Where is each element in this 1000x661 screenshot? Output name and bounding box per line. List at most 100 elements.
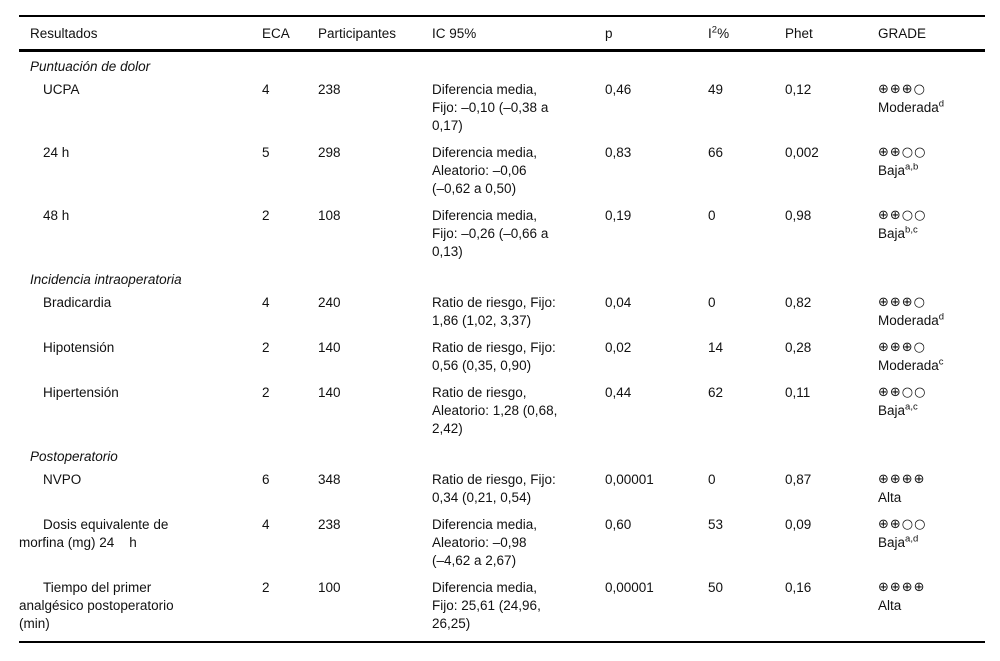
phet-cell: 0,09 [785, 517, 812, 532]
phet-cell: 0,002 [785, 145, 819, 160]
grade-footnote-superscript: a,d [905, 533, 919, 545]
i2-cell: 53 [708, 517, 724, 532]
grade-label-text: Baja [878, 403, 906, 418]
participantes-cell: 238 [318, 82, 341, 97]
header-row: Resultados ECA Participantes IC 95% p I2… [19, 16, 985, 52]
ic95-cell: Diferencia media, Aleatorio: –0,98 (–4,6… [432, 517, 538, 568]
p-cell: 0,04 [605, 295, 632, 310]
p-cell: 0,00001 [605, 472, 654, 487]
grade-footnote-superscript: a,b [905, 161, 919, 173]
section-title: Postoperatorio [30, 449, 118, 464]
outcome-cell: Dosis equivalente de morfina (mg) 24 h [19, 517, 169, 550]
participantes-cell: 348 [318, 472, 341, 487]
phet-cell: 0,98 [785, 208, 812, 223]
grade-label-text: Baja [878, 163, 906, 178]
ic95-cell: Ratio de riesgo, Fijo: 1,86 (1,02, 3,37) [432, 295, 556, 328]
participantes-cell: 100 [318, 580, 341, 595]
column-header-i2: I2% [708, 16, 785, 52]
column-header-ic95: IC 95% [432, 16, 605, 52]
grade-cell: ⊕⊕⊕○ Moderadad [878, 289, 985, 334]
grade-label: Moderadac [878, 357, 981, 375]
p-cell: 0,46 [605, 82, 632, 97]
grade-label-text: Baja [878, 226, 906, 241]
eca-cell: 4 [262, 82, 270, 97]
grade-cell: ⊕⊕⊕○ Moderadac [878, 334, 985, 379]
grade-cell: ⊕⊕○○ Bajaa,c [878, 379, 985, 442]
grade-label-text: Alta [878, 598, 902, 613]
table-row-ucpa: UCPA 4 238 Diferencia media, Fijo: –0,10… [19, 76, 985, 139]
p-cell: 0,44 [605, 385, 632, 400]
participantes-cell: 140 [318, 385, 341, 400]
section-title: Puntuación de dolor [30, 59, 151, 74]
p-cell: 0,60 [605, 517, 632, 532]
ic95-cell: Ratio de riesgo, Fijo: 0,34 (0,21, 0,54) [432, 472, 556, 505]
i2-cell: 62 [708, 385, 724, 400]
table-row-nvpo: NVPO 6 348 Ratio de riesgo, Fijo: 0,34 (… [19, 466, 985, 511]
phet-cell: 0,82 [785, 295, 812, 310]
phet-cell: 0,28 [785, 340, 812, 355]
ic95-cell: Diferencia media, Fijo: 25,61 (24,96, 26… [432, 580, 541, 631]
table-row-48h: 48 h 2 108 Diferencia media, Fijo: –0,26… [19, 202, 985, 265]
grade-cell: ⊕⊕⊕⊕ Alta [878, 574, 985, 642]
eca-cell: 5 [262, 145, 270, 160]
i2-cell: 49 [708, 82, 724, 97]
i2-cell: 0 [708, 295, 716, 310]
i2-cell: 66 [708, 145, 724, 160]
grade-label: Alta [878, 489, 981, 507]
grade-evidence-table: Resultados ECA Participantes IC 95% p I2… [19, 15, 985, 643]
outcome-cell: Hipertensión [43, 385, 119, 400]
table-row-dosis-morfina: Dosis equivalente de morfina (mg) 24 h 4… [19, 511, 985, 574]
p-cell: 0,02 [605, 340, 632, 355]
eca-cell: 4 [262, 295, 270, 310]
table-row-hipotension: Hipotensión 2 140 Ratio de riesgo, Fijo:… [19, 334, 985, 379]
grade-cell: ⊕⊕○○ Bajaa,d [878, 511, 985, 574]
grade-label: Moderadad [878, 312, 981, 330]
grade-cell: ⊕⊕○○ Bajaa,b [878, 139, 985, 202]
phet-cell: 0,11 [785, 385, 811, 400]
grade-label: Bajaa,b [878, 162, 981, 180]
grade-cell: ⊕⊕⊕○ Moderadad [878, 76, 985, 139]
section-row-puntuacion-de-dolor: Puntuación de dolor [19, 51, 985, 77]
grade-symbols: ⊕⊕○○ [878, 517, 927, 532]
eca-cell: 2 [262, 580, 270, 595]
i2-cell: 14 [708, 340, 724, 355]
grade-label: Moderadad [878, 99, 981, 117]
participantes-cell: 238 [318, 517, 341, 532]
grade-symbols: ⊕⊕○○ [878, 208, 927, 223]
grade-footnote-superscript: d [938, 311, 945, 323]
eca-cell: 4 [262, 517, 270, 532]
participantes-cell: 240 [318, 295, 341, 310]
section-row-incidencia-intraoperatoria: Incidencia intraoperatoria [19, 265, 985, 289]
column-header-eca: ECA [262, 16, 318, 52]
i2-superscript: 2 [711, 24, 718, 36]
i2-cell: 0 [708, 472, 716, 487]
section-title: Incidencia intraoperatoria [30, 272, 182, 287]
i2-cell: 50 [708, 580, 724, 595]
i2-base: I [708, 26, 712, 41]
ic95-cell: Ratio de riesgo, Aleatorio: 1,28 (0,68, … [432, 385, 558, 436]
table-row-hipertension: Hipertensión 2 140 Ratio de riesgo, Alea… [19, 379, 985, 442]
outcome-cell: Hipotensión [43, 340, 115, 355]
outcome-cell: UCPA [43, 82, 80, 97]
p-cell: 0,83 [605, 145, 632, 160]
outcome-cell: NVPO [43, 472, 82, 487]
grade-symbols: ⊕⊕⊕○ [878, 82, 927, 97]
outcome-cell: 48 h [43, 208, 70, 223]
grade-label-text: Moderada [878, 313, 939, 328]
section-row-postoperatorio: Postoperatorio [19, 442, 985, 466]
grade-cell: ⊕⊕⊕⊕ Alta [878, 466, 985, 511]
grade-label-text: Moderada [878, 358, 939, 373]
grade-label: Bajaa,c [878, 402, 981, 420]
eca-cell: 2 [262, 208, 270, 223]
outcome-cell: 24 h [43, 145, 70, 160]
grade-label: Bajab,c [878, 225, 981, 243]
eca-cell: 6 [262, 472, 270, 487]
grade-footnote-superscript: c [938, 356, 944, 368]
table-row-bradicardia: Bradicardia 4 240 Ratio de riesgo, Fijo:… [19, 289, 985, 334]
participantes-cell: 108 [318, 208, 341, 223]
ic95-cell: Ratio de riesgo, Fijo: 0,56 (0,35, 0,90) [432, 340, 556, 373]
p-cell: 0,19 [605, 208, 632, 223]
grade-label-text: Moderada [878, 100, 939, 115]
column-header-p: p [605, 16, 708, 52]
grade-cell: ⊕⊕○○ Bajab,c [878, 202, 985, 265]
